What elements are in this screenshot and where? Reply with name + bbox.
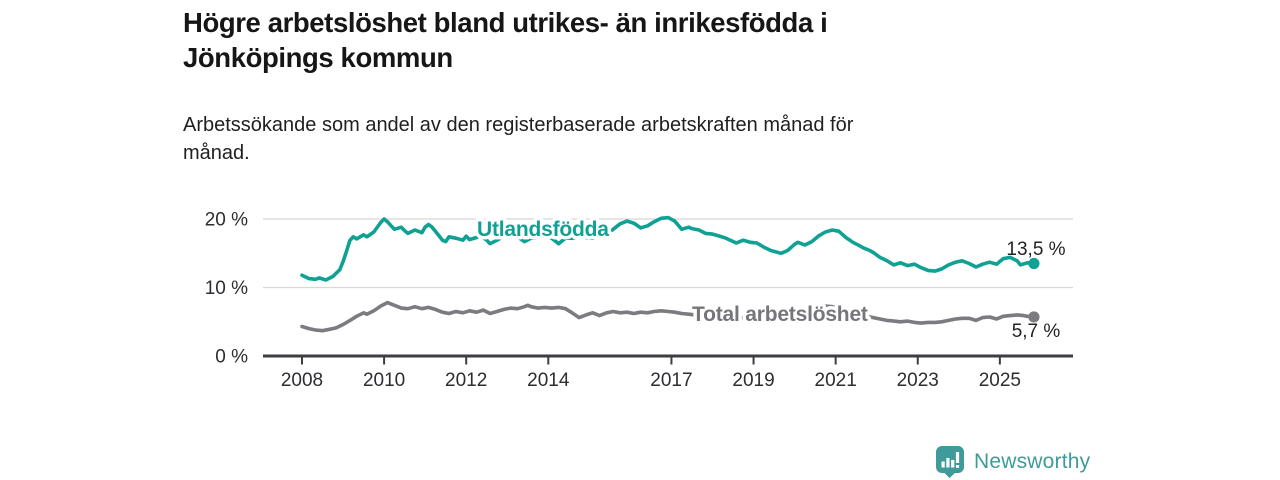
x-tick-label-2025: 2025 [979,370,1021,391]
series-label-total-arbetsloshet: Total arbetslöshet [692,303,868,326]
axis-tick-labels: 20 % 10 % 0 % 2008 2010 2012 2014 2017 2019 2021 2… [205,210,1021,392]
end-dot-utlandsf-dda [1028,257,1040,270]
chart-subtitle-line-2: månad. [183,142,250,164]
series-label-utlandsfodda: Utlandsfödda [477,218,609,241]
series-lines [300,215,1036,333]
gridlines [263,218,1073,289]
y-tick-label-10: 10 % [205,278,248,299]
x-tick-label-2010: 2010 [363,370,405,391]
end-value-label-utlandsfodda: 13,5 % [1006,239,1065,260]
brand-name: Newsworthy [974,450,1091,473]
unemployment-line-chart: 20 % 10 % 0 % 2008 2010 2012 2014 2017 2019 2021 2… [170,195,1090,405]
chart-svg: 20 % 10 % 0 % 2008 2010 2012 2014 2017 2019 2021 2… [205,210,1073,392]
y-tick-label-20: 20 % [205,210,248,231]
newsworthy-logo-icon [936,446,964,478]
x-tick-label-2008: 2008 [281,370,323,391]
chart-subtitle: Arbetssökande som andel av den registerb… [183,111,1053,167]
x-tick-label-2012: 2012 [445,370,487,391]
series-end-dots [1028,257,1040,323]
x-tick-label-2019: 2019 [732,370,774,391]
page-title-line-2: Jönköpings kommun [183,42,453,73]
chart-header: Högre arbetslöshet bland utrikes- än inr… [183,5,1043,75]
x-tick-label-2017: 2017 [650,370,692,391]
end-value-label-total: 5,7 % [1012,321,1061,342]
page-title-line-1: Högre arbetslöshet bland utrikes- än inr… [183,7,828,38]
series-path-total-arbetsl-shet [300,300,1036,333]
brand-footer: Newsworthy [936,446,1090,478]
x-tick-label-2023: 2023 [897,370,939,391]
y-tick-label-0: 0 % [215,347,248,368]
chart-subtitle-line-1: Arbetssökande som andel av den registerb… [183,114,854,136]
x-tick-label-2014: 2014 [527,370,570,391]
x-tick-label-2021: 2021 [815,370,857,391]
series-path-utlandsf-dda [300,215,1036,282]
x-axis [263,354,1073,365]
end-dot-total-arbetsl-shet [1028,311,1040,323]
